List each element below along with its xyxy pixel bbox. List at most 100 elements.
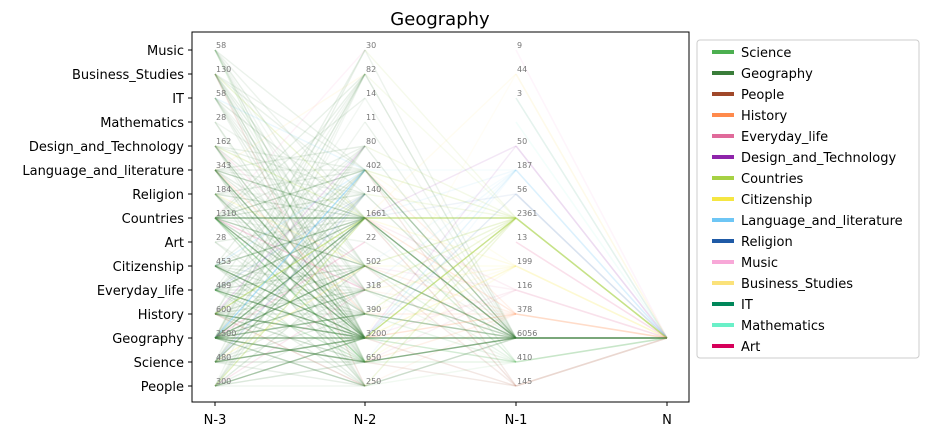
y-tick-label: Design_and_Technology	[29, 140, 184, 155]
flow-line	[364, 337, 517, 363]
flow-line	[515, 169, 668, 339]
flow-line	[364, 289, 517, 339]
flow-line	[214, 49, 366, 363]
count-label: 80	[366, 137, 376, 146]
flow-line	[515, 337, 668, 387]
flow-line	[364, 145, 517, 219]
flow-line	[214, 97, 366, 291]
flow-line	[214, 169, 366, 195]
flow-line	[214, 265, 366, 339]
flow-line	[214, 241, 366, 339]
flow-line	[214, 145, 366, 315]
flow-line	[364, 265, 517, 339]
flow-line	[214, 145, 366, 387]
y-tick-label: Religion	[132, 188, 184, 203]
flow-line	[214, 169, 366, 387]
legend-label: Citizenship	[741, 193, 812, 208]
y-axis-ticks: Music Business_Studies IT Mathematics Design…	[22, 44, 192, 395]
flow-line	[214, 193, 366, 339]
count-label: 187	[517, 161, 532, 170]
x-tick-label: N	[662, 413, 672, 428]
flow-line	[515, 97, 668, 339]
count-label: 3	[517, 89, 522, 98]
flow-line	[214, 49, 366, 267]
flow-line	[364, 289, 517, 339]
flow-line	[364, 193, 517, 339]
x-tick-label: N-1	[505, 413, 528, 428]
legend-label: Religion	[741, 235, 793, 250]
flow-line	[214, 49, 366, 315]
flow-line	[214, 241, 366, 339]
flow-line	[515, 49, 668, 339]
legend: Science Geography People History Everyday_li…	[696, 39, 920, 359]
flow-line	[364, 217, 517, 363]
flow-line	[364, 289, 517, 363]
count-label: 14	[366, 89, 376, 98]
flow-line	[364, 265, 517, 339]
count-label: 140	[366, 185, 381, 194]
flow-line	[515, 73, 668, 339]
flow-line	[214, 145, 366, 339]
count-label: 58	[216, 89, 226, 98]
flow-line	[214, 289, 366, 339]
y-tick-label: Everyday_life	[97, 284, 184, 299]
flow-line	[364, 217, 517, 315]
flow-line	[364, 169, 517, 267]
flow-line	[214, 73, 366, 195]
flow-line	[364, 217, 517, 291]
legend-label: Mathematics	[741, 319, 825, 334]
y-tick-label: History	[138, 308, 185, 323]
flow-line	[364, 217, 517, 267]
count-label: 650	[366, 353, 381, 362]
flow-line	[214, 169, 366, 267]
count-label: 184	[216, 185, 231, 194]
flow-line	[214, 49, 366, 315]
flow-line	[364, 73, 517, 339]
y-tick-label: Science	[134, 356, 184, 371]
flow-line	[364, 337, 517, 387]
flow-line	[214, 97, 366, 171]
flow-line	[214, 217, 366, 315]
flow-line	[364, 337, 517, 387]
flow-line	[214, 217, 366, 315]
flow-line	[214, 217, 366, 339]
count-label: 1661	[366, 209, 386, 218]
count-label: 13	[517, 233, 527, 242]
flow-line	[214, 145, 366, 363]
flow-line	[214, 313, 366, 387]
flow-line	[214, 193, 366, 267]
count-label: 2361	[517, 209, 537, 218]
flow-line	[364, 121, 517, 339]
flow-line	[214, 145, 366, 291]
flow-line	[364, 169, 517, 315]
flow-line	[214, 73, 366, 315]
flow-line	[214, 73, 366, 291]
flow-line	[364, 217, 517, 315]
flow-line	[214, 193, 366, 387]
flow-line	[364, 73, 517, 219]
flow-line	[364, 241, 517, 339]
flow-line	[364, 265, 517, 363]
flow-line	[214, 193, 366, 363]
legend-label: History	[741, 109, 788, 124]
count-label: 250	[366, 377, 381, 386]
count-label: 410	[517, 353, 532, 362]
flow-line	[214, 265, 366, 363]
flow-line	[214, 145, 366, 339]
count-label: 28	[216, 233, 226, 242]
count-label: 2500	[216, 329, 236, 338]
flow-line	[214, 145, 366, 267]
count-label: 30	[366, 41, 376, 50]
flow-line	[364, 217, 517, 387]
flow-line	[364, 361, 517, 387]
legend-label: IT	[741, 298, 753, 313]
flow-line	[515, 337, 668, 363]
flow-line	[214, 73, 366, 171]
flow-line	[214, 193, 366, 291]
count-label: 82	[366, 65, 376, 74]
flow-line	[214, 73, 366, 363]
legend-label: Countries	[741, 172, 804, 187]
flow-line	[214, 121, 366, 219]
flow-line	[214, 169, 366, 315]
